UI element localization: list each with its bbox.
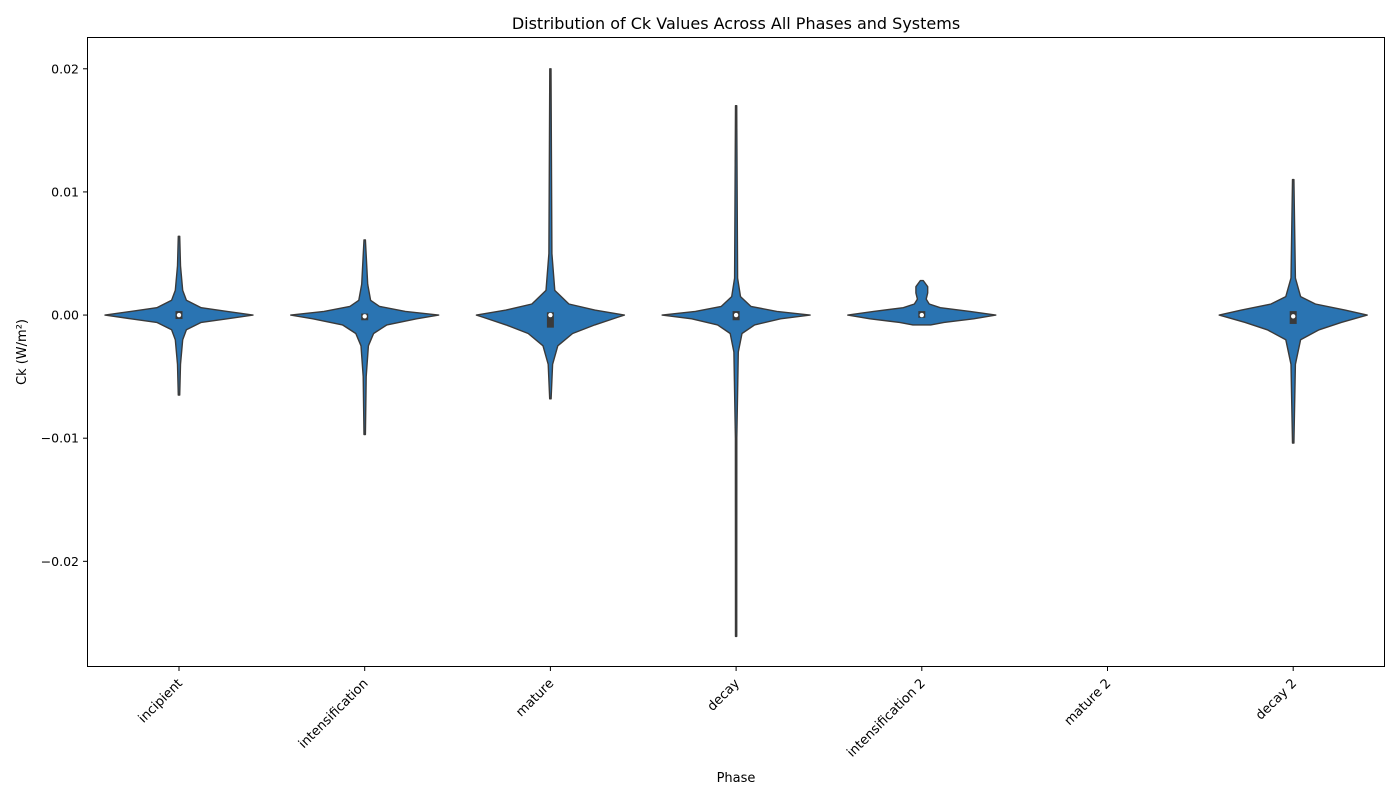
violin-body: [661, 105, 811, 638]
violin-median-marker: [362, 314, 367, 319]
violin-body: [290, 239, 440, 436]
x-tick-label: decay 2: [1253, 676, 1300, 723]
y-axis-label: Ck (W/m²): [15, 319, 30, 385]
violin-body: [475, 68, 626, 400]
chart-title: Distribution of Ck Values Across All Pha…: [512, 14, 960, 33]
x-tick-label: decay: [705, 676, 743, 714]
violin-intensification-2: [847, 279, 997, 326]
violin-decay-2: [1218, 178, 1368, 444]
violin-median-marker: [919, 312, 924, 318]
violin-incipient: [104, 235, 254, 396]
violin-layer: [104, 68, 1368, 638]
violin-decay: [661, 105, 811, 638]
violin-median-marker: [176, 312, 182, 318]
y-tick-label: 0.02: [51, 61, 79, 76]
x-axis: incipient intensification mature decay inten…: [136, 666, 1300, 761]
violin-mature: [475, 68, 626, 400]
violin-body: [847, 279, 997, 326]
violin-median-marker: [1291, 314, 1296, 319]
violin-iqr-box: [546, 312, 554, 328]
x-axis-label: Phase: [717, 771, 756, 786]
y-tick-label: −0.01: [41, 431, 79, 446]
x-tick-label: incipient: [136, 676, 186, 726]
y-tick-label: 0.01: [51, 184, 79, 199]
violin-median-marker: [733, 312, 739, 318]
x-tick-label: intensification: [296, 676, 372, 752]
y-axis: 0.02 0.01 0.00 −0.01 −0.02: [41, 61, 88, 569]
violin-intensification: [290, 239, 440, 436]
violin-median-marker: [548, 312, 553, 318]
x-tick-label: mature: [513, 676, 557, 720]
y-tick-label: −0.02: [41, 554, 79, 569]
y-tick-label: 0.00: [51, 308, 79, 323]
x-tick-label: intensification 2: [844, 676, 928, 760]
x-tick-label: mature 2: [1062, 676, 1115, 729]
